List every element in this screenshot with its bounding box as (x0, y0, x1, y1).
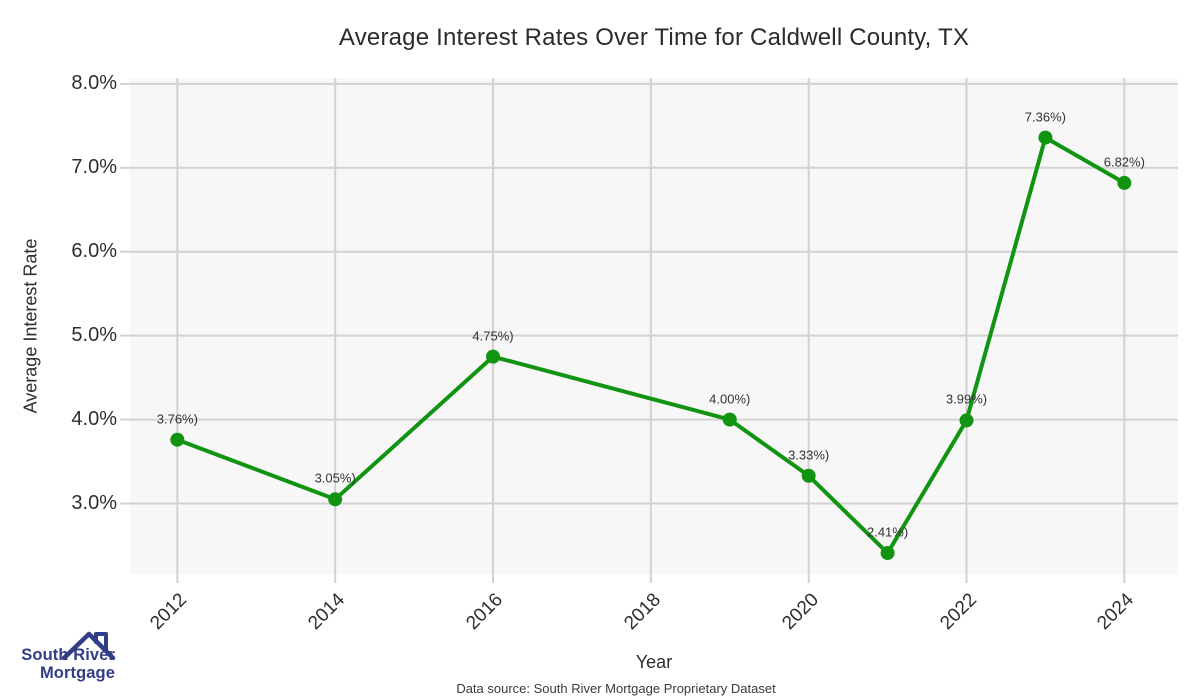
data-point-marker (328, 492, 343, 507)
chart-title: Average Interest Rates Over Time for Cal… (338, 24, 970, 51)
plot-background (130, 78, 1178, 574)
logo-text-line2: Mortgage (39, 664, 115, 682)
y-tick-label: 4.0% (71, 407, 117, 430)
data-point-value-label: 3.76%) (156, 411, 198, 427)
data-point-marker (1117, 175, 1132, 190)
data-point-marker (486, 349, 501, 364)
data-point-value-label: 3.99%) (945, 391, 988, 407)
x-axis-title: Year (635, 652, 673, 672)
data-point-marker (959, 413, 974, 428)
y-tick-label: 6.0% (71, 239, 117, 262)
data-point-marker (170, 432, 185, 447)
house-roof-icon (62, 631, 116, 660)
logo-text: South River Mortgage (18, 646, 115, 682)
data-point-value-label: 7.36%) (1024, 109, 1067, 125)
y-tick-label: 5.0% (71, 323, 117, 346)
south-river-mortgage-logo: South River Mortgage (18, 618, 118, 682)
logo-text-line1: South River (21, 646, 115, 664)
y-tick-label: 3.0% (71, 491, 117, 514)
data-point-marker (1038, 130, 1053, 145)
y-tick-label: 8.0% (71, 71, 117, 94)
y-axis-title: Average Interest Rate (20, 238, 41, 414)
data-point-marker (880, 546, 895, 561)
data-point-value-label: 6.82%) (1103, 154, 1145, 170)
data-source-note: Data source: South River Mortgage Propri… (456, 681, 776, 696)
data-point-value-label: 3.33%) (788, 447, 830, 463)
y-tick-label: 7.0% (71, 155, 117, 178)
data-point-marker (722, 412, 737, 427)
data-point-value-label: 2.41%) (866, 524, 909, 540)
data-point-marker (801, 468, 816, 483)
data-point-value-label: 4.75%) (472, 328, 514, 344)
data-point-value-label: 4.00%) (709, 391, 751, 407)
data-point-value-label: 3.05%) (314, 470, 356, 486)
